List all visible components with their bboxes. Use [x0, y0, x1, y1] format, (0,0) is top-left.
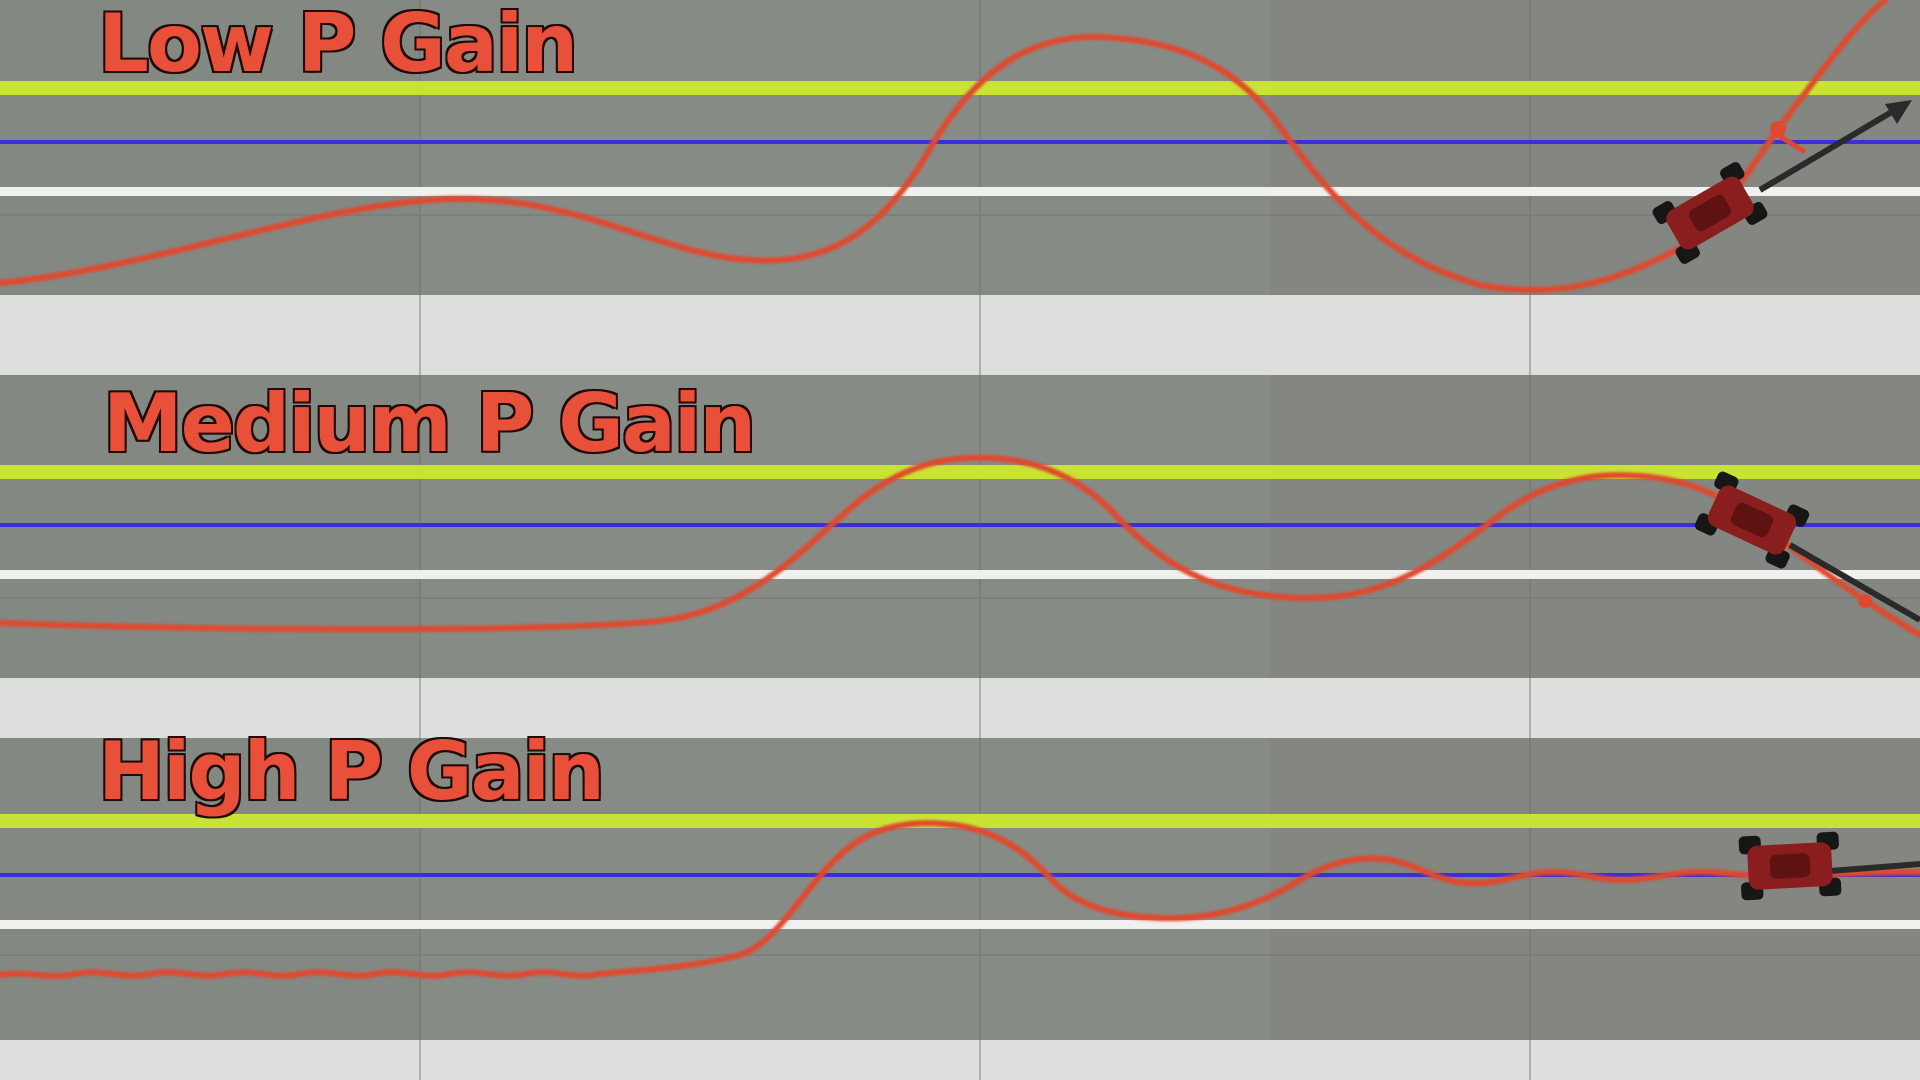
heading-arrow-icon	[1758, 100, 1912, 193]
robot-car-icon	[1738, 831, 1842, 901]
center-line-blue	[0, 523, 1920, 527]
lane-line-white	[0, 920, 1920, 929]
panel-low-gain	[0, 0, 1920, 293]
panel-high-gain	[0, 814, 1920, 979]
label-medium-p-gain: Medium P Gain	[101, 377, 757, 470]
lane-line-white	[0, 570, 1920, 579]
label-high-p-gain: High P Gain	[97, 725, 607, 818]
target-line-yellow	[0, 465, 1920, 479]
light-band-3	[0, 1040, 1920, 1080]
light-band-1	[0, 295, 1920, 375]
path-trace-high	[0, 820, 1920, 979]
light-band-2	[0, 678, 1920, 738]
robot-car-icon	[1652, 162, 1768, 264]
heading-arrow-icon	[1788, 542, 1920, 623]
floor-shade-left	[0, 0, 420, 1080]
label-low-p-gain: Low P Gain	[96, 0, 579, 90]
heading-arrow-icon	[1829, 861, 1920, 874]
center-line-blue	[0, 140, 1920, 144]
path-trace-medium	[0, 454, 1920, 638]
center-line-blue	[0, 873, 1920, 877]
floor-shade-right	[1270, 0, 1920, 1080]
target-line-yellow	[0, 814, 1920, 828]
target-line-yellow	[0, 81, 1920, 95]
panel-medium-gain	[0, 454, 1920, 638]
lane-line-white	[0, 187, 1920, 196]
robot-car-icon	[1694, 471, 1810, 569]
